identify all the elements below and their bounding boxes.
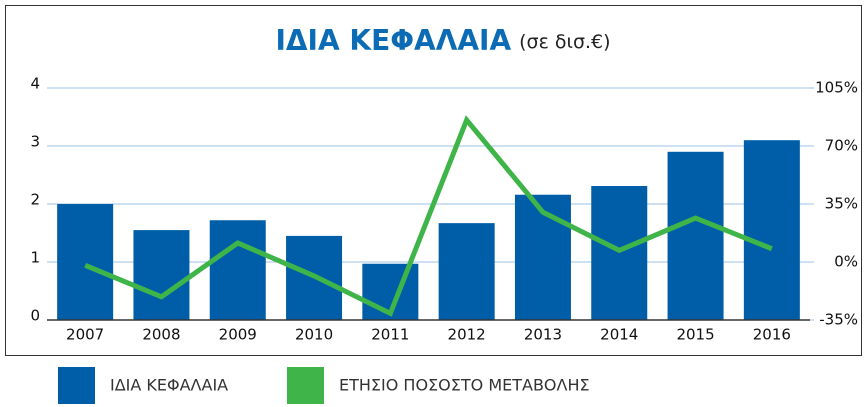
x-tick-label: 2015 [676,326,714,344]
chart-title-group: ΙΔΙΑ ΚΕΦΑΛΑΙΑ (σε δισ.€) [275,24,610,57]
chart-title: ΙΔΙΑ ΚΕΦΑΛΑΙΑ [275,24,511,57]
y-tick-label: 4 [30,75,40,93]
bar [438,223,495,320]
bar [133,230,190,320]
frame [5,5,862,356]
y-tick-label: 0 [30,307,40,325]
y2-tick-label: 0% [834,253,858,271]
x-tick-label: 2007 [66,326,104,344]
y2-tick-label: 105% [815,79,858,97]
bar [514,194,571,320]
line [84,115,773,317]
legend-swatch [58,367,95,404]
bar [667,151,724,320]
x-tick-label: 2010 [295,326,333,344]
x-tick-label: 2008 [142,326,180,344]
y-tick-label: 2 [30,191,40,209]
legend-swatch [287,367,324,404]
x-tick-label: 2014 [600,326,638,344]
x-tick-label: 2012 [448,326,486,344]
x-tick-label: 2013 [524,326,562,344]
y2-tick-label: 35% [825,195,858,213]
legend-label: ΙΔΙΑ ΚΕΦΑΛΑΙΑ [110,376,228,395]
x-tick-label: 2016 [753,326,791,344]
y-tick-label: 3 [30,133,40,151]
bar [209,220,266,320]
chart-subtitle: (σε δισ.€) [519,31,610,53]
bar [743,140,800,320]
legend-label: ΕΤΗΣΙΟ ΠΟΣΟΣΤΟ ΜΕΤΑΒΟΛΗΣ [339,376,590,395]
y2-tick-label: -35% [819,311,858,329]
x-tick-label: 2009 [219,326,257,344]
bar [57,204,114,320]
y-tick-label: 1 [30,249,40,267]
x-tick-label: 2011 [371,326,409,344]
y2-tick-label: 70% [825,137,858,155]
